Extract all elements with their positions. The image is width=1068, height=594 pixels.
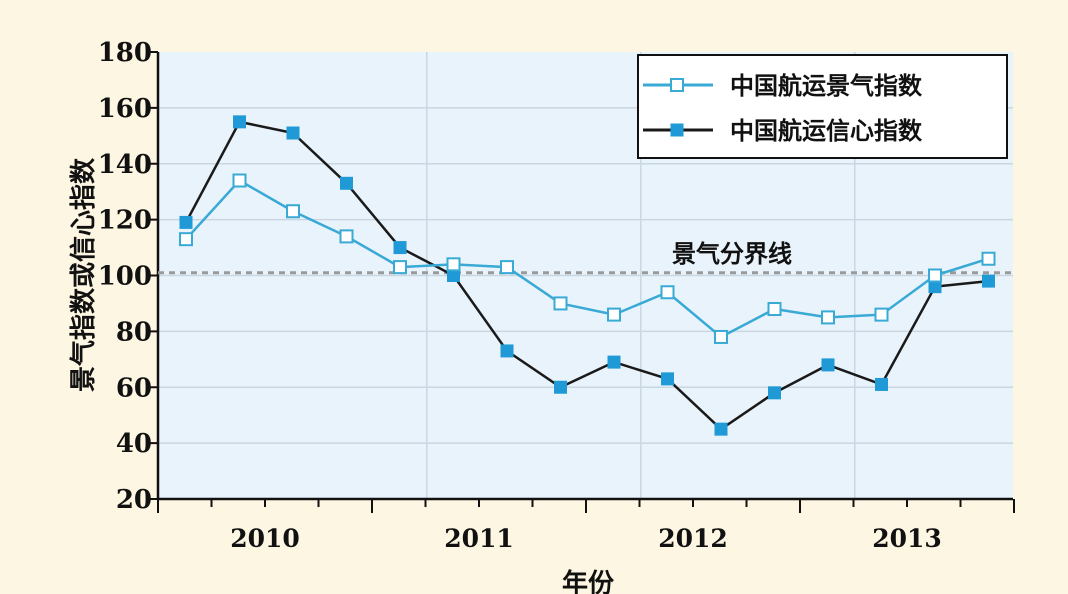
x-year-label: 2012 <box>658 524 728 553</box>
data-point-climate <box>500 260 514 275</box>
legend-box <box>637 54 1008 159</box>
legend: 中国航运景气指数 中国航运信心指数 <box>637 54 1008 159</box>
data-point-confidence <box>393 241 407 255</box>
data-point-confidence <box>607 355 621 369</box>
series-line-climate <box>185 179 989 339</box>
series-points <box>179 115 996 436</box>
y-axis-ticks: 20 40 60 80 100 120 140 160 180 <box>98 38 158 515</box>
data-point-climate <box>821 310 835 325</box>
legend-climate-marker <box>670 78 684 92</box>
series-lines <box>184 120 989 431</box>
data-point-climate <box>446 257 461 272</box>
y-tick-label: 20 <box>116 485 152 515</box>
data-point-confidence <box>982 274 995 288</box>
data-point-confidence <box>286 126 300 140</box>
y-tick-label: 180 <box>98 38 152 68</box>
data-point-climate <box>179 232 193 247</box>
data-point-confidence <box>340 176 353 190</box>
data-point-confidence <box>554 380 567 394</box>
x-axis-ticks: 2010 2011 2012 2013 <box>157 499 1015 553</box>
x-year-label: 2013 <box>872 524 942 553</box>
y-tick-label: 160 <box>98 94 152 124</box>
data-point-confidence <box>661 372 674 386</box>
y-tick-label: 100 <box>98 262 152 292</box>
data-point-confidence <box>768 386 781 400</box>
legend-climate-label: 中国航运景气指数 <box>730 71 923 100</box>
data-point-climate <box>874 307 889 322</box>
x-year-label: 2010 <box>230 524 300 553</box>
data-point-confidence <box>875 377 888 391</box>
data-point-climate <box>660 285 675 300</box>
data-point-climate <box>981 251 996 266</box>
legend-confidence-label: 中国航运信心指数 <box>730 116 923 145</box>
data-point-climate <box>714 329 728 344</box>
threshold-label: 景气分界线 <box>672 239 792 268</box>
y-tick-label: 120 <box>98 206 152 236</box>
data-point-climate <box>553 296 568 311</box>
data-point-climate <box>607 307 621 322</box>
data-point-confidence <box>714 422 728 436</box>
data-point-climate <box>393 260 407 275</box>
data-point-confidence <box>233 115 246 129</box>
y-tick-label: 40 <box>116 429 152 459</box>
data-point-climate <box>339 229 354 244</box>
y-tick-label: 60 <box>116 373 152 403</box>
x-axis-title: 年份 <box>562 568 614 594</box>
x-year-label: 2011 <box>444 524 514 553</box>
data-point-climate <box>767 302 782 317</box>
data-point-climate <box>286 204 300 219</box>
y-tick-label: 80 <box>116 317 152 347</box>
series-line-confidence <box>184 120 989 431</box>
data-point-confidence <box>179 215 193 229</box>
y-tick-label: 140 <box>98 150 152 180</box>
data-point-climate <box>232 173 247 188</box>
data-point-confidence <box>821 358 835 372</box>
data-point-confidence <box>500 344 514 358</box>
data-point-climate <box>928 268 942 283</box>
y-axis-title: 景气指数或信心指数 <box>68 157 99 392</box>
legend-confidence-marker <box>670 123 684 137</box>
